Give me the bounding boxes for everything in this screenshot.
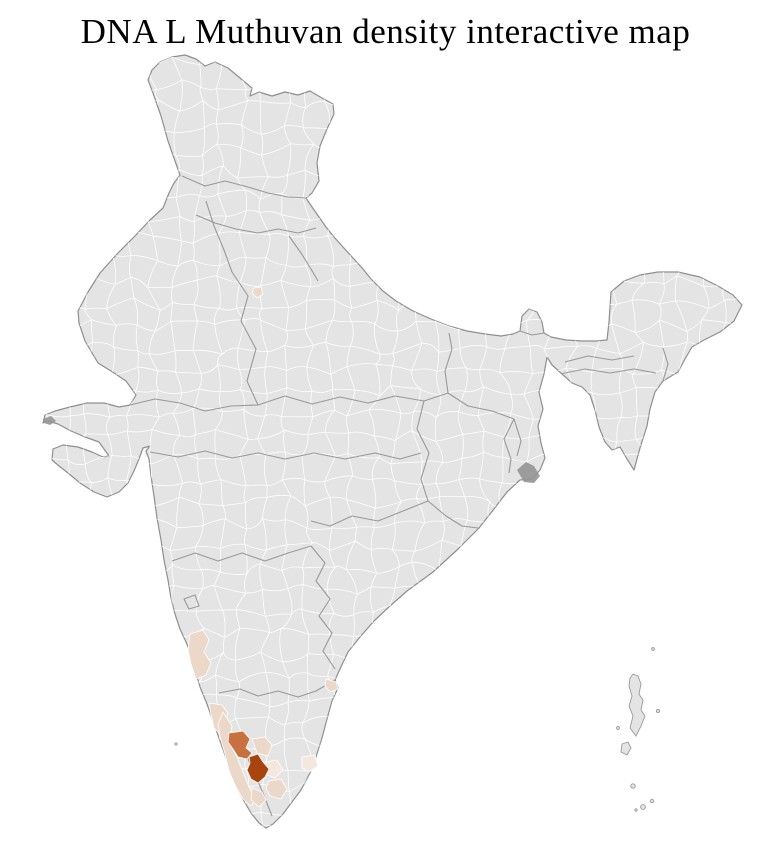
state-line <box>513 418 522 457</box>
district-verylow-density[interactable] <box>301 754 319 773</box>
state-line <box>310 500 429 527</box>
island-dot[interactable] <box>640 804 646 810</box>
state-line <box>416 400 430 502</box>
island-dot[interactable] <box>649 798 655 804</box>
island-dot[interactable] <box>634 808 638 812</box>
island-dot[interactable] <box>616 726 620 730</box>
state-line <box>171 545 312 562</box>
state-line <box>662 347 669 382</box>
state-line <box>205 200 233 273</box>
district-low-density[interactable] <box>187 629 212 680</box>
state-line <box>257 392 449 406</box>
andaman-nicobar-islands[interactable] <box>174 647 661 812</box>
state-line <box>231 271 259 406</box>
state-line <box>310 545 336 670</box>
district-low-density[interactable] <box>265 778 288 800</box>
island-dot[interactable] <box>630 783 636 789</box>
island-dot[interactable] <box>651 647 655 651</box>
district-high-density[interactable] <box>246 753 270 784</box>
state-line <box>447 392 515 420</box>
district-low-density[interactable] <box>324 678 339 693</box>
district-low-density[interactable] <box>251 286 264 299</box>
state-line <box>181 175 307 199</box>
district-medium-density[interactable] <box>227 730 253 760</box>
state-line <box>503 418 515 474</box>
highlighted-districts <box>187 286 339 808</box>
lakshadweep-islet[interactable] <box>174 742 178 746</box>
state-line <box>195 214 317 234</box>
district-low-density[interactable] <box>250 787 267 808</box>
sundarbans-delta-patch <box>517 462 540 483</box>
state-line-goa <box>183 594 200 610</box>
little-andaman-island[interactable] <box>620 741 632 756</box>
state-line <box>519 330 545 336</box>
district-low-density[interactable] <box>251 736 273 757</box>
state-line <box>564 355 635 363</box>
state-line <box>444 332 453 394</box>
state-line <box>149 450 422 460</box>
page-title: DNA L Muthuvan density interactive map <box>80 12 691 51</box>
state-boundaries <box>129 175 669 817</box>
india-outline[interactable] <box>42 54 743 829</box>
state-line <box>218 679 336 698</box>
kutch-creek-patch <box>43 416 56 425</box>
state-line <box>559 368 657 375</box>
andaman-main-island[interactable] <box>628 673 646 737</box>
island-dot[interactable] <box>655 708 661 714</box>
state-line <box>129 398 259 412</box>
state-line <box>288 235 319 282</box>
state-line <box>427 500 479 529</box>
state-line <box>653 391 663 421</box>
